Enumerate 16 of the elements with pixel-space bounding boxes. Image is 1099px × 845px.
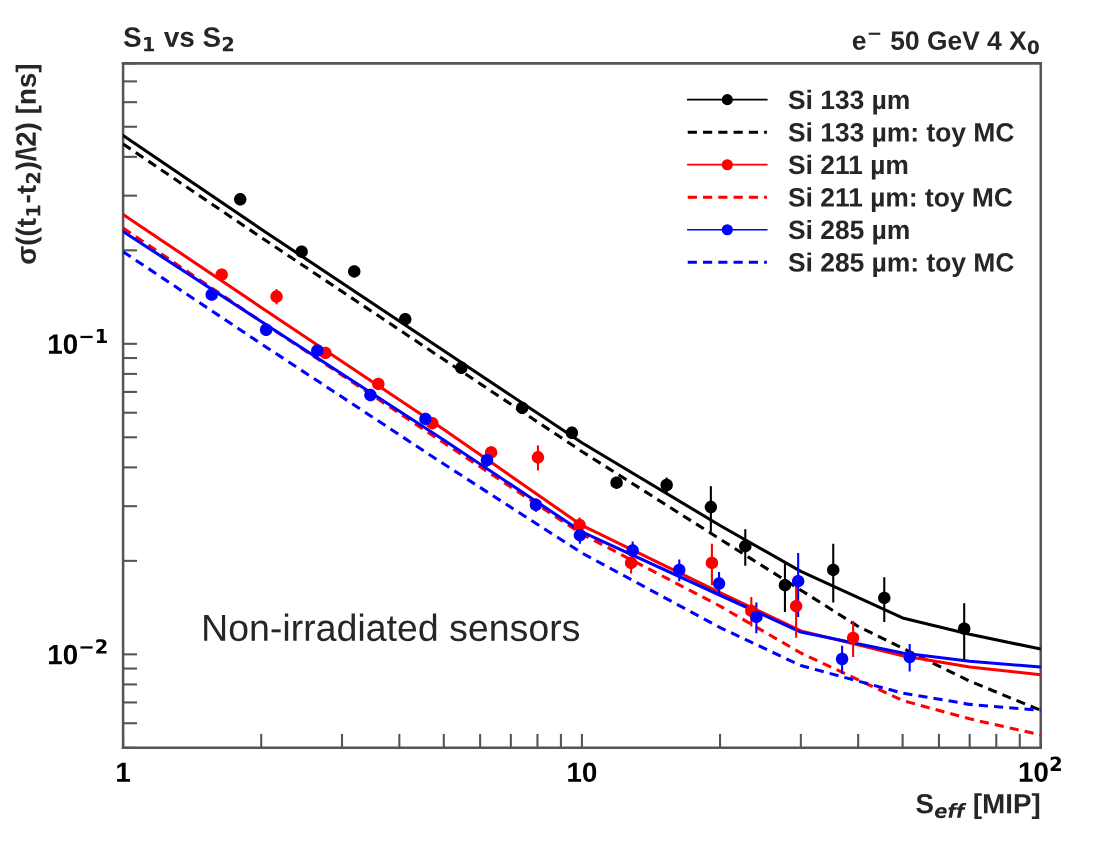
y-axis-title: σ((t$_{1}$-t$_{2}$)/\2) [ns]: [15, 64, 42, 264]
legend-label: Si 285 µm: toy MC: [788, 252, 1014, 278]
legend-label: Si 211 µm: toy MC: [788, 187, 1013, 212]
annotation: Non-irradiated sensors: [204, 613, 580, 642]
y-tick-label: 10$^{−1}$: [49, 328, 107, 354]
x-tick-label: 10: [568, 762, 597, 783]
legend-label: Si 133 µm: [788, 89, 909, 115]
legend-label: Si 285 µm: [788, 219, 909, 245]
legend-label: Si 211 µm: [788, 154, 908, 180]
text: e$^{−}$ 50 GeV 4 X$_{0}$: [852, 31, 1039, 55]
x-tick-label: 1: [117, 762, 131, 782]
y-tick-label: 10$^{−2}$: [49, 639, 107, 665]
x-axis-title: S$_{eff}$ [MIP]: [916, 793, 1040, 820]
legend-label: Si 133 µm: toy MC: [788, 122, 1014, 147]
x-tick-label: 10$^{2}$: [1019, 756, 1061, 782]
chart-title: S$_{1}$ vs S$_{2}$: [123, 27, 234, 52]
